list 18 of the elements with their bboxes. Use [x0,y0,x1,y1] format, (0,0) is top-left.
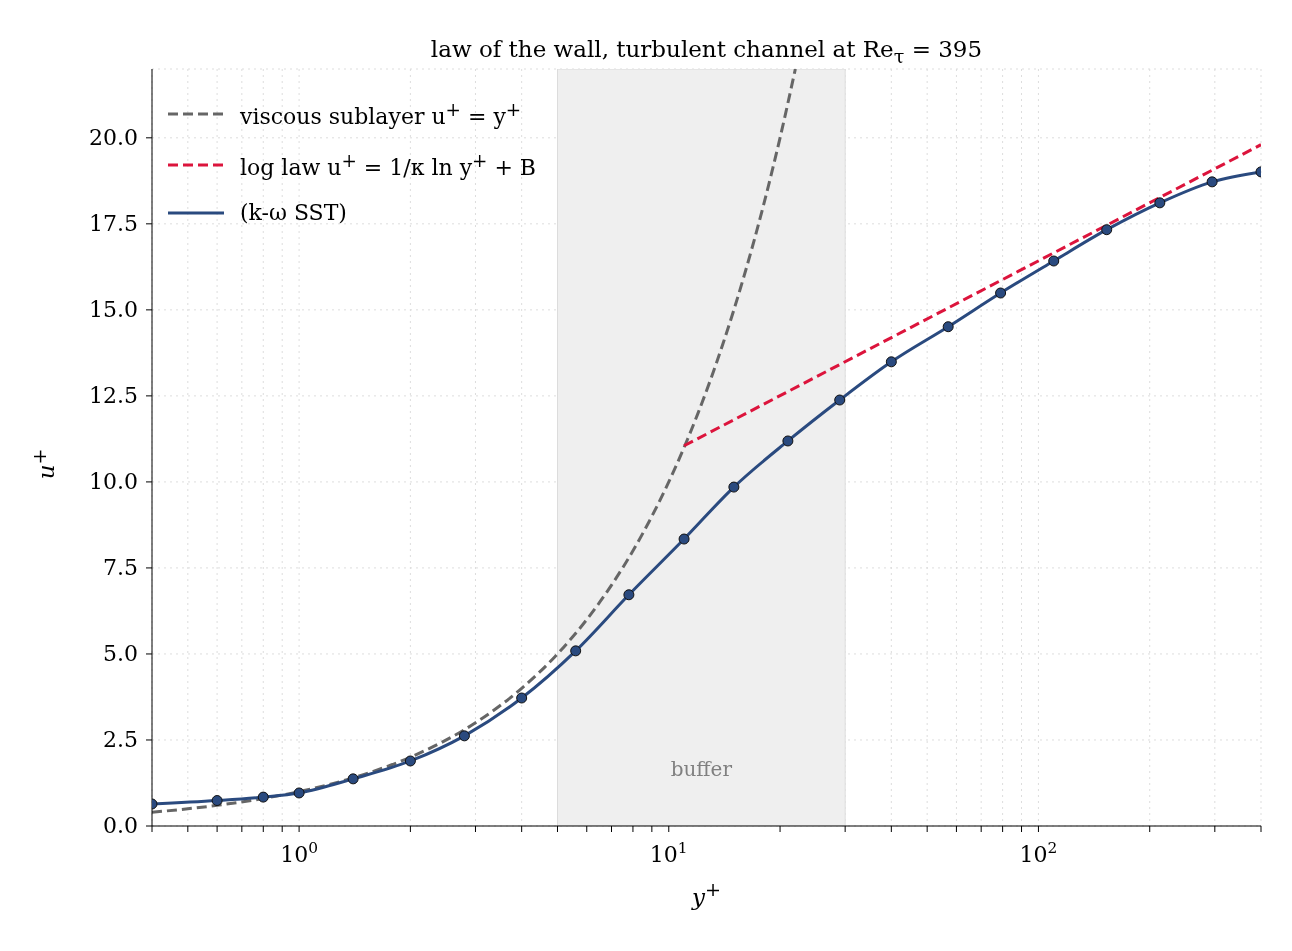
x-axis-title: y$^{+}$ [690,878,723,910]
y-tick-label: 20.0 [89,124,138,150]
y-tick-label: 12.5 [89,382,138,408]
legend-label: (k-ω SST) [240,198,347,227]
x-tick-label: 10$^{0}$ [280,839,318,867]
x-tick-label: 10$^{1}$ [649,839,688,867]
y-tick-label: 2.5 [103,726,138,752]
y-tick-label: 10.0 [89,468,138,494]
legend-label: viscous sublayer u$^{+}$ = y$^{+}$ [240,98,522,132]
x-tick-label: 10$^{2}$ [1019,839,1058,867]
y-tick-label: 5.0 [103,640,138,666]
y-tick-label: 17.5 [89,210,138,236]
chart-title: law of the wall, turbulent channel at Re$_{τ}$ = 395 [429,36,984,68]
y-tick-label: 0.0 [103,813,138,838]
band-label: buffer [670,757,733,781]
legend-label: log law u$^{+}$ = 1/κ ln y$^{+}$ + B [240,149,537,183]
y-tick-label: 7.5 [103,554,138,580]
y-tick-label: 15.0 [89,296,138,322]
